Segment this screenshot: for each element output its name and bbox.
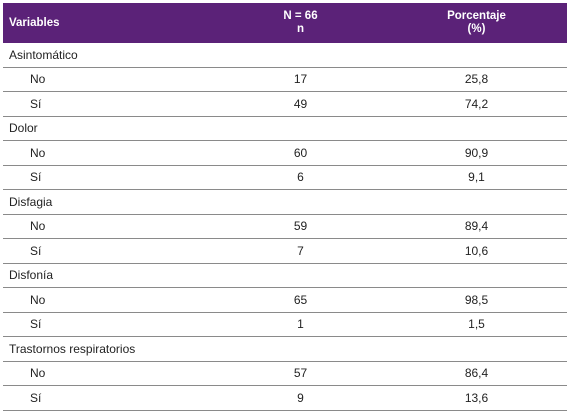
- row-percentage: 25,8: [386, 67, 567, 92]
- row-count: 49: [215, 91, 386, 117]
- row-label: Sí: [3, 165, 215, 190]
- table-row: No 60 90,9: [3, 140, 567, 166]
- header-variables: Variables: [3, 3, 215, 43]
- symptoms-table: Variables N = 66 n Porcentaje (%) Asinto…: [3, 3, 567, 411]
- row-count: 65: [215, 287, 386, 313]
- row-count: 59: [215, 214, 386, 239]
- table-row: No 57 86,4: [3, 361, 567, 386]
- row-percentage: 10,6: [386, 238, 567, 264]
- row-label: No: [3, 140, 215, 166]
- group-row: Trastornos respiratorios: [3, 336, 567, 362]
- row-count: 9: [215, 385, 386, 411]
- row-percentage: 9,1: [386, 165, 567, 190]
- table-row: Sí 1 1,5: [3, 312, 567, 337]
- table-body: Asintomático No 17 25,8 Sí 49 74,2 Dolor No 60 90,…: [3, 43, 567, 411]
- group-label: Dolor: [3, 116, 567, 141]
- header-n: N = 66 n: [215, 3, 386, 43]
- group-row: Dolor: [3, 116, 567, 141]
- row-label: Sí: [3, 385, 215, 411]
- row-label: No: [3, 214, 215, 239]
- group-label: Asintomático: [3, 43, 567, 68]
- header-n-line1: N = 66: [283, 10, 318, 22]
- group-label: Disfonía: [3, 263, 567, 288]
- table-row: No 59 89,4: [3, 214, 567, 239]
- group-row: Asintomático: [3, 43, 567, 68]
- row-percentage: 13,6: [386, 385, 567, 411]
- table-row: Sí 6 9,1: [3, 165, 567, 190]
- row-count: 7: [215, 238, 386, 264]
- row-label: Sí: [3, 91, 215, 117]
- table-row: Sí 9 13,6: [3, 385, 567, 411]
- group-row: Disfagia: [3, 189, 567, 215]
- row-count: 6: [215, 165, 386, 190]
- header-n-line2: n: [296, 23, 305, 35]
- table-row: No 65 98,5: [3, 287, 567, 313]
- header-pct-line2: (%): [467, 23, 486, 35]
- row-percentage: 98,5: [386, 287, 567, 313]
- row-label: No: [3, 287, 215, 313]
- row-label: Sí: [3, 238, 215, 264]
- row-label: Sí: [3, 312, 215, 337]
- row-count: 57: [215, 361, 386, 386]
- table-row: Sí 49 74,2: [3, 91, 567, 117]
- row-percentage: 89,4: [386, 214, 567, 239]
- row-percentage: 1,5: [386, 312, 567, 337]
- symptoms-table-container: Variables N = 66 n Porcentaje (%) Asinto…: [3, 3, 567, 411]
- row-count: 1: [215, 312, 386, 337]
- row-percentage: 74,2: [386, 91, 567, 117]
- table-header: Variables N = 66 n Porcentaje (%): [3, 3, 567, 43]
- table-row: No 17 25,8: [3, 67, 567, 92]
- group-label: Trastornos respiratorios: [3, 336, 567, 362]
- row-label: No: [3, 361, 215, 386]
- row-percentage: 90,9: [386, 140, 567, 166]
- row-label: No: [3, 67, 215, 92]
- row-percentage: 86,4: [386, 361, 567, 386]
- header-percentage: Porcentaje (%): [386, 3, 567, 43]
- table-row: Sí 7 10,6: [3, 238, 567, 264]
- row-count: 17: [215, 67, 386, 92]
- group-row: Disfonía: [3, 263, 567, 288]
- group-label: Disfagia: [3, 189, 567, 215]
- header-row: Variables N = 66 n Porcentaje (%): [3, 3, 567, 43]
- header-pct-line1: Porcentaje: [447, 10, 506, 22]
- row-count: 60: [215, 140, 386, 166]
